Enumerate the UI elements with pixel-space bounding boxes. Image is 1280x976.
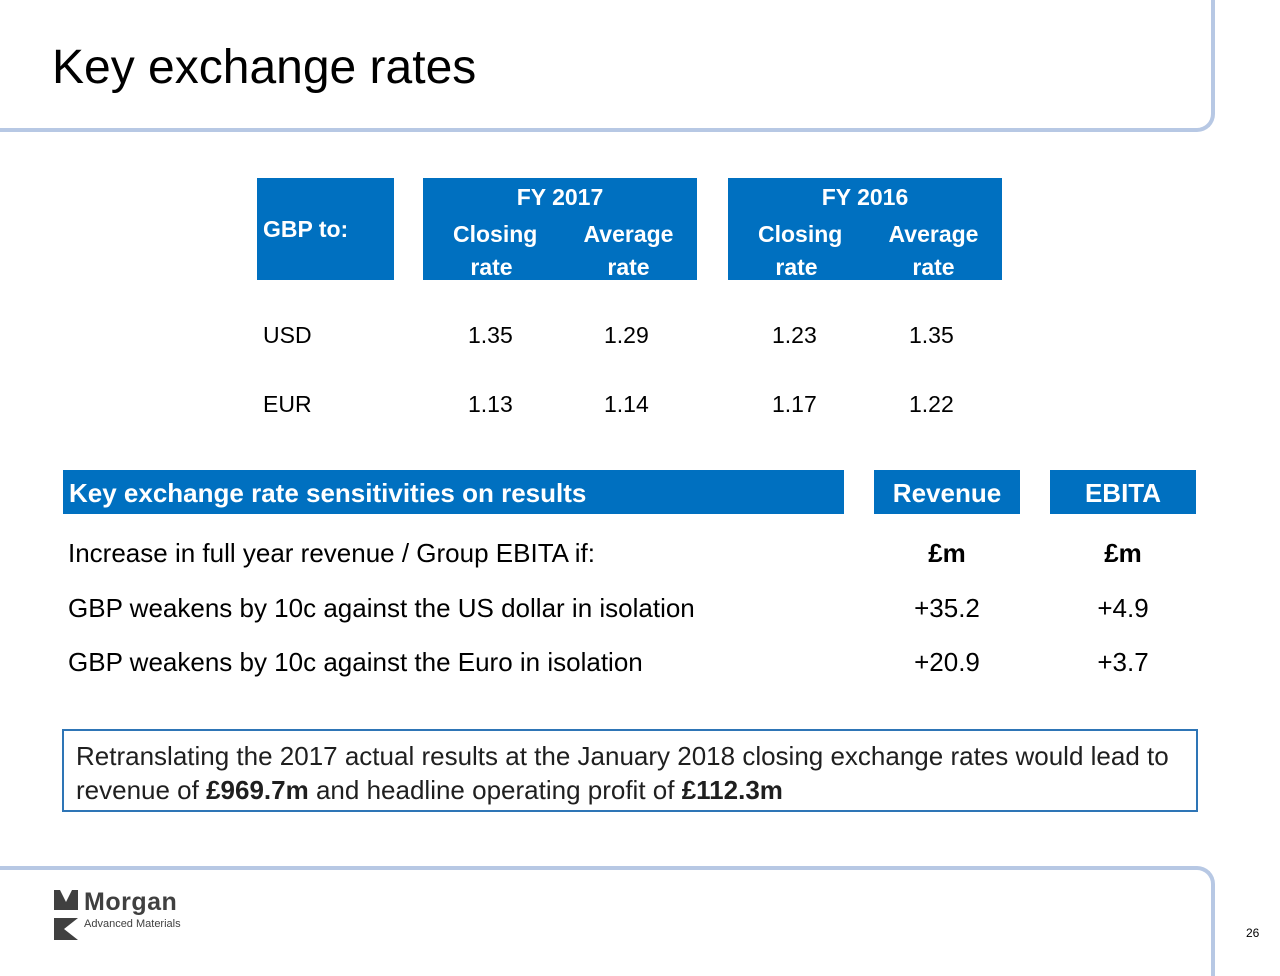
eur-fy2016-average: 1.22 [909, 391, 954, 417]
eur-fy2016-closing: 1.17 [772, 391, 817, 417]
note-revenue-value: £969.7m [206, 775, 309, 805]
note-text-part1: Retranslating the 2017 actual results at… [76, 741, 1169, 805]
ebita-unit: £m [1104, 538, 1142, 568]
logo-subtitle: Advanced Materials [84, 918, 181, 930]
sensitivities-header: Key exchange rate sensitivities on resul… [63, 470, 844, 514]
fy2017-average-rate-label: Average rate [583, 221, 674, 280]
gbp-to-label: GBP to: [263, 216, 349, 242]
sensitivity-row-label: GBP weakens by 10c against the US dollar… [68, 593, 695, 623]
usd-fy2016-closing: 1.23 [772, 322, 817, 348]
revenue-unit: £m [928, 538, 966, 568]
ebita-header-label: EBITA [1084, 478, 1162, 508]
fy2017-closing-rate-label: Closing rate [453, 221, 538, 280]
eur-fy2017-average: 1.14 [604, 391, 649, 417]
currency-label-usd: USD [263, 322, 312, 348]
sensitivity-row-label: GBP weakens by 10c against the Euro in i… [68, 647, 643, 677]
usd-revenue-sensitivity: +35.2 [914, 593, 980, 623]
morgan-logo-icon [54, 890, 78, 940]
sensitivity-row-label: Increase in full year revenue / Group EB… [68, 538, 595, 568]
retranslation-note: Retranslating the 2017 actual results at… [62, 729, 1198, 812]
currency-label-eur: EUR [263, 391, 312, 417]
sensitivities-header-label: Key exchange rate sensitivities on resul… [69, 478, 587, 508]
note-text-part2: and headline operating profit of [308, 775, 682, 805]
gbp-to-header: GBP to: [257, 178, 394, 280]
revenue-header-label: Revenue [892, 478, 1002, 508]
fy2016-label: FY 2016 [821, 184, 909, 210]
page-number: 26 [1246, 926, 1260, 940]
fy2016-header: FY 2016 Closing rate Average rate [728, 178, 1002, 280]
eur-fy2017-closing: 1.13 [468, 391, 513, 417]
note-profit-value: £112.3m [681, 775, 783, 805]
usd-fy2016-average: 1.35 [909, 322, 954, 348]
eur-ebita-sensitivity: +3.7 [1097, 647, 1149, 677]
logo-name: Morgan [84, 888, 178, 916]
usd-ebita-sensitivity: +4.9 [1097, 593, 1149, 623]
fy2016-closing-rate-label: Closing rate [758, 221, 843, 280]
fy2017-header: FY 2017 Closing rate Average rate [423, 178, 697, 280]
usd-fy2017-average: 1.29 [604, 322, 649, 348]
bottom-frame-decoration [0, 866, 1215, 976]
ebita-header: EBITA [1050, 470, 1196, 514]
fy2017-label: FY 2017 [516, 184, 604, 210]
eur-revenue-sensitivity: +20.9 [914, 647, 980, 677]
fy2016-average-rate-label: Average rate [888, 221, 979, 280]
top-frame-decoration [0, 0, 1215, 132]
revenue-header: Revenue [874, 470, 1020, 514]
retranslation-note-text: Retranslating the 2017 actual results at… [76, 739, 1191, 807]
usd-fy2017-closing: 1.35 [468, 322, 513, 348]
page-title: Key exchange rates [52, 41, 477, 94]
